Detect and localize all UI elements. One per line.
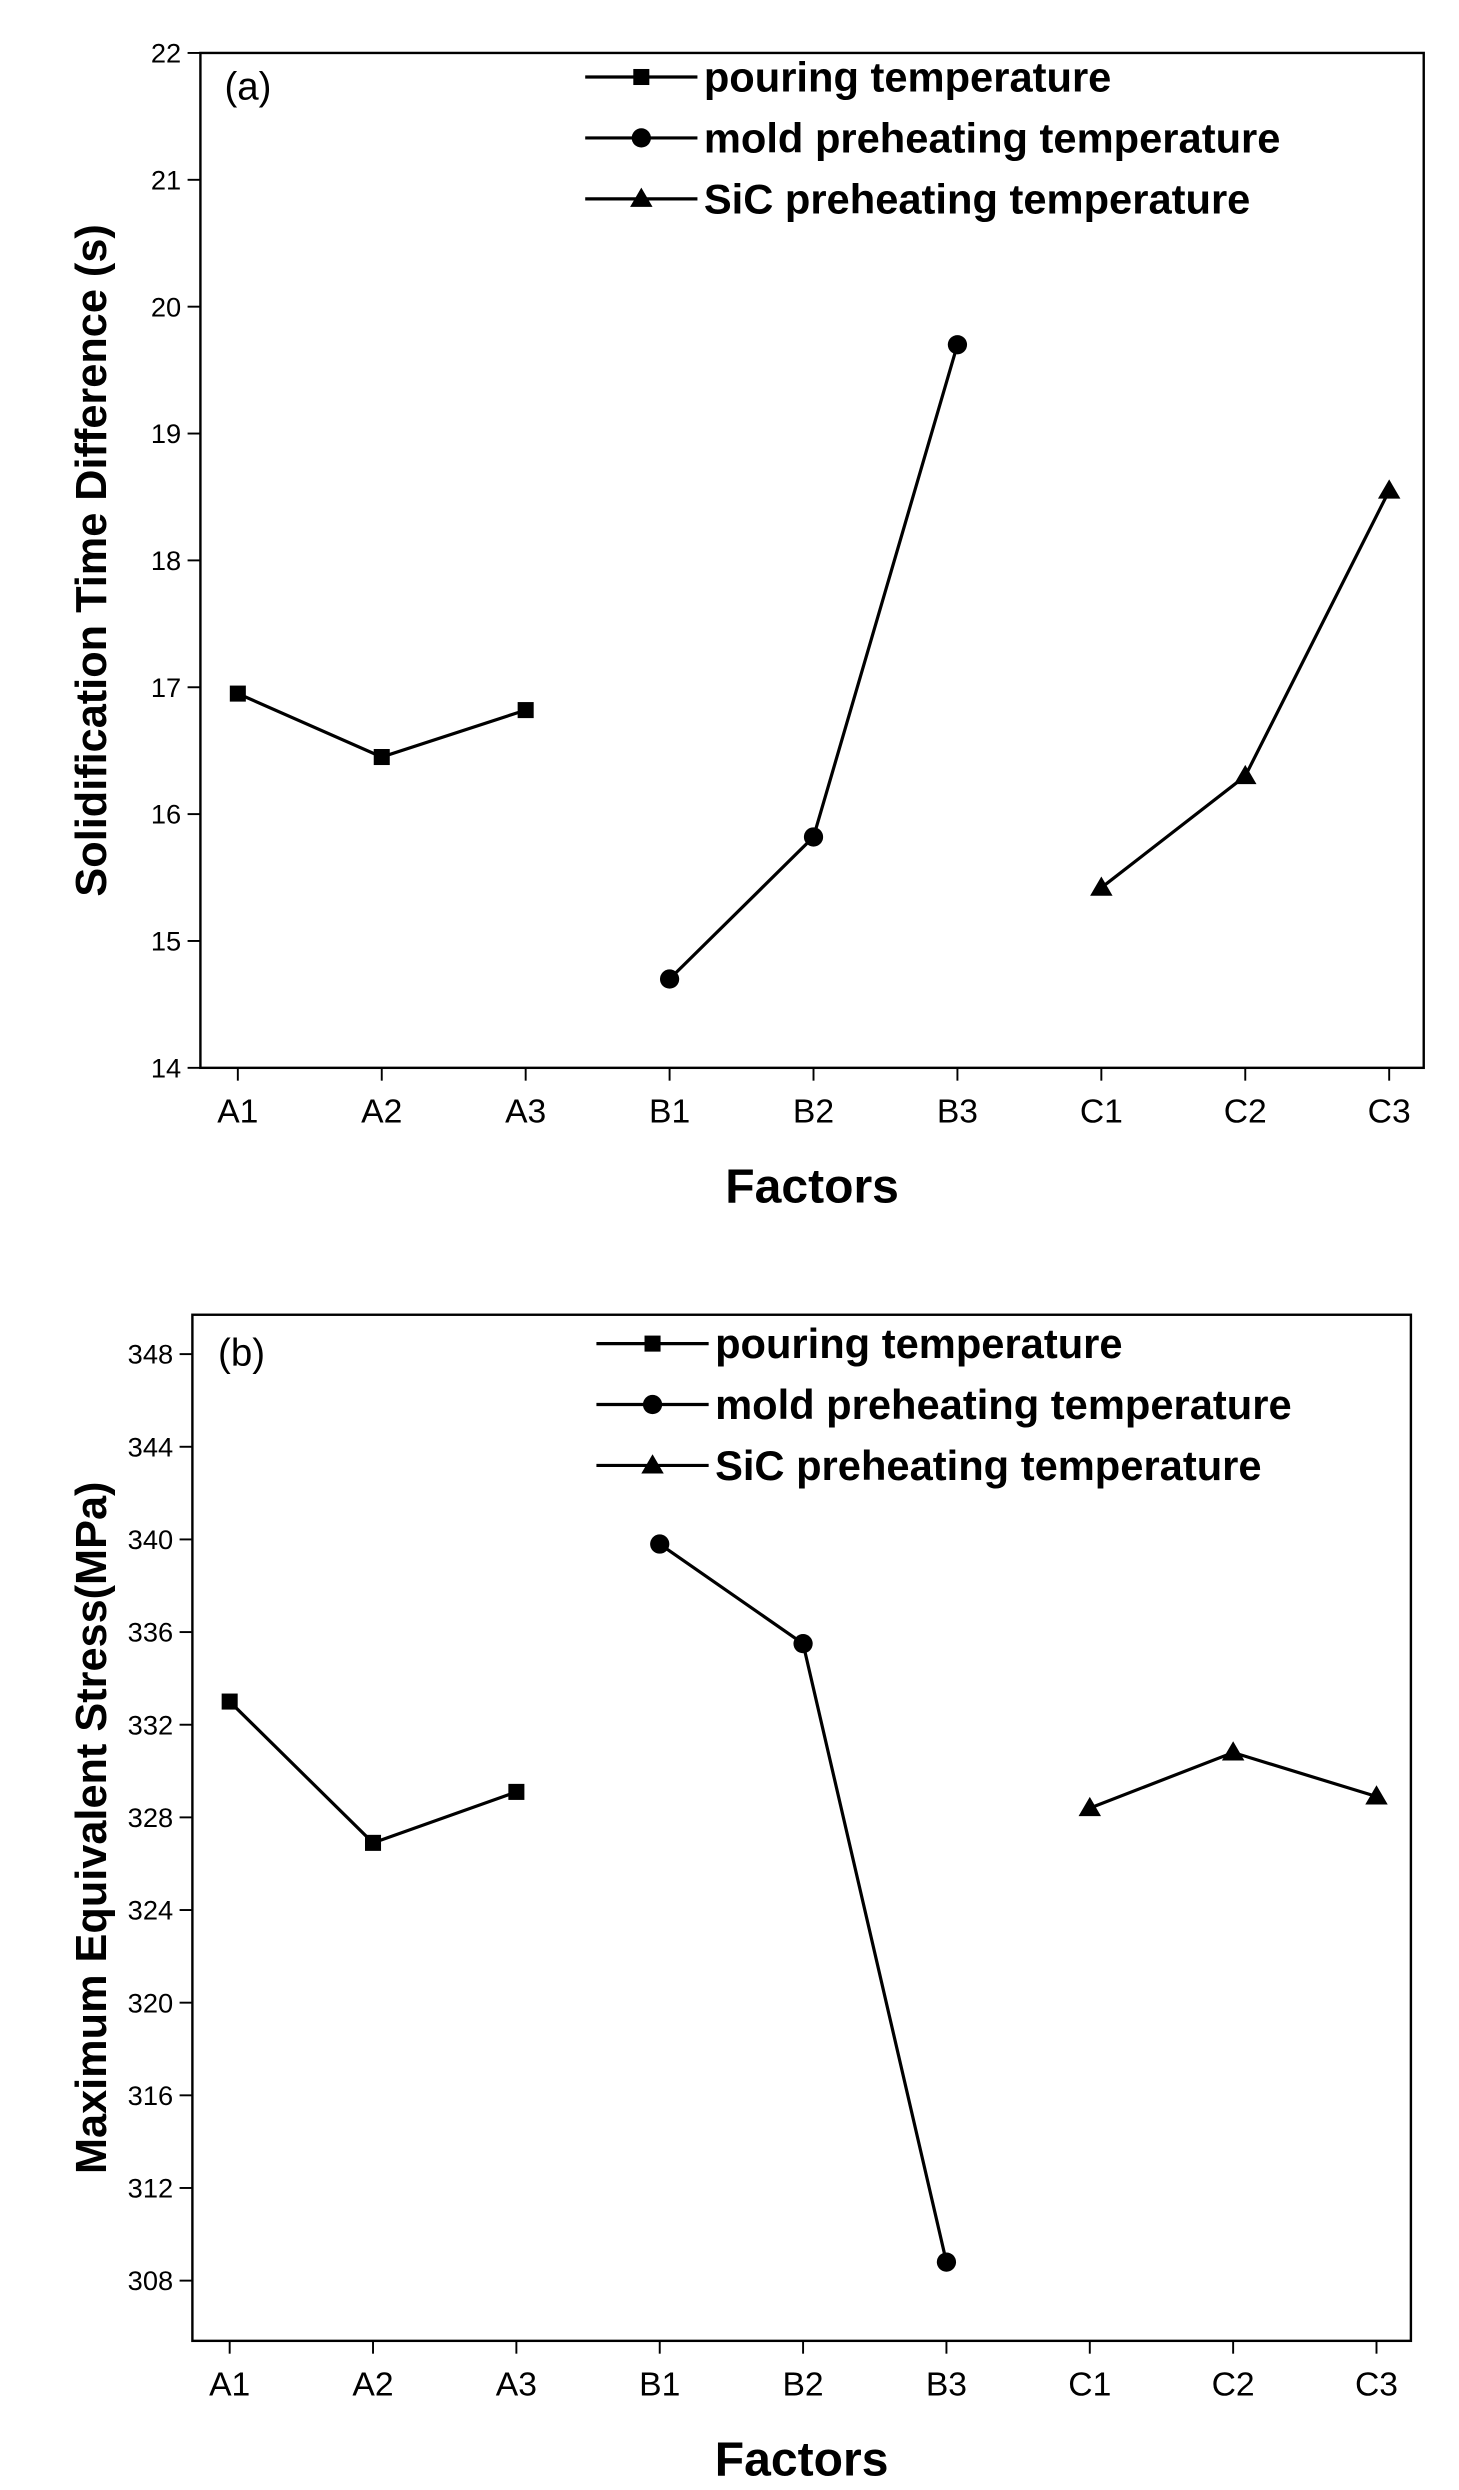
x-tick-label: C2 bbox=[1224, 1093, 1267, 1130]
marker bbox=[1365, 1785, 1388, 1805]
y-tick-label: 22 bbox=[151, 38, 181, 69]
marker bbox=[633, 68, 650, 86]
marker bbox=[1090, 876, 1113, 896]
x-axis-label: Factors bbox=[715, 2433, 889, 2487]
x-tick-label: A1 bbox=[217, 1093, 258, 1130]
plot-frame bbox=[199, 51, 1425, 1070]
y-tick-label: 328 bbox=[128, 1802, 173, 1833]
series-line bbox=[668, 344, 959, 981]
x-tick-label: A3 bbox=[496, 2366, 537, 2403]
legend-label: SiC preheating temperature bbox=[704, 175, 1251, 222]
y-tick-label: 20 bbox=[151, 291, 181, 322]
marker bbox=[1221, 1741, 1245, 1761]
marker bbox=[630, 187, 653, 207]
marker bbox=[793, 1634, 813, 1654]
y-tick-label: 336 bbox=[128, 1617, 173, 1648]
marker bbox=[659, 969, 680, 989]
y-tick-label: 18 bbox=[151, 545, 181, 576]
y-tick-label: 15 bbox=[151, 926, 181, 957]
annotation: (a) bbox=[224, 65, 271, 108]
y-tick-label: 308 bbox=[128, 2265, 173, 2296]
annotation: (b) bbox=[218, 1332, 265, 1375]
y-tick-label: 348 bbox=[128, 1339, 173, 1370]
series-line bbox=[1089, 1750, 1377, 1810]
marker bbox=[508, 1783, 525, 1800]
x-tick-label: C3 bbox=[1368, 1093, 1411, 1130]
marker bbox=[947, 335, 968, 355]
marker bbox=[517, 702, 534, 719]
marker bbox=[1078, 1796, 1102, 1817]
x-tick-label: B2 bbox=[793, 1093, 834, 1130]
legend-label: SiC preheating temperature bbox=[715, 1442, 1261, 1489]
marker bbox=[1377, 479, 1401, 499]
marker bbox=[221, 1693, 238, 1710]
x-tick-label: B1 bbox=[649, 1093, 690, 1130]
y-tick-label: 316 bbox=[128, 2080, 173, 2111]
marker bbox=[229, 685, 246, 702]
x-tick-label: A3 bbox=[505, 1093, 546, 1130]
marker bbox=[631, 128, 651, 148]
marker bbox=[365, 1834, 382, 1851]
y-tick-label: 312 bbox=[128, 2173, 173, 2204]
x-tick-label: B2 bbox=[782, 2366, 823, 2403]
x-tick-label: B3 bbox=[926, 2366, 967, 2403]
y-tick-label: 320 bbox=[128, 1987, 173, 2018]
y-axis-label: Maximum Equivalent Stress(MPa) bbox=[68, 1482, 116, 2174]
y-tick-label: 21 bbox=[151, 164, 181, 195]
series-line bbox=[228, 1700, 517, 1845]
series-line bbox=[237, 692, 527, 759]
y-tick-label: 344 bbox=[128, 1431, 173, 1462]
legend-label: mold preheating temperature bbox=[704, 114, 1281, 161]
y-tick-label: 16 bbox=[151, 799, 181, 830]
x-tick-label: A1 bbox=[209, 2366, 250, 2403]
y-tick-label: 340 bbox=[128, 1524, 173, 1555]
x-tick-label: C3 bbox=[1355, 2366, 1398, 2403]
x-tick-label: B1 bbox=[639, 2366, 680, 2403]
y-tick-label: 17 bbox=[151, 672, 181, 703]
legend-label: mold preheating temperature bbox=[715, 1381, 1292, 1428]
series-line bbox=[1100, 489, 1391, 889]
x-tick-label: A2 bbox=[361, 1093, 402, 1130]
marker bbox=[803, 827, 824, 847]
y-axis-label: Solidification Time Difference (s) bbox=[68, 224, 116, 896]
plot-frame bbox=[191, 1313, 1413, 2343]
x-tick-label: B3 bbox=[937, 1093, 978, 1130]
legend-label: pouring temperature bbox=[704, 53, 1112, 100]
marker bbox=[936, 2252, 957, 2272]
marker bbox=[644, 1335, 661, 1352]
marker bbox=[1234, 764, 1257, 785]
marker bbox=[650, 1534, 670, 1554]
y-tick-label: 19 bbox=[151, 418, 181, 449]
x-tick-label: C1 bbox=[1068, 2366, 1111, 2403]
marker bbox=[642, 1394, 663, 1415]
y-tick-label: 332 bbox=[128, 1709, 173, 1740]
x-tick-label: A2 bbox=[352, 2366, 393, 2403]
x-tick-label: C1 bbox=[1080, 1093, 1123, 1130]
y-tick-label: 14 bbox=[151, 1052, 181, 1083]
y-tick-label: 324 bbox=[128, 1895, 173, 1926]
x-axis-label: Factors bbox=[725, 1160, 899, 1214]
legend-label: pouring temperature bbox=[715, 1320, 1123, 1367]
marker bbox=[373, 749, 390, 766]
marker bbox=[641, 1454, 664, 1474]
x-tick-label: C2 bbox=[1212, 2366, 1255, 2403]
